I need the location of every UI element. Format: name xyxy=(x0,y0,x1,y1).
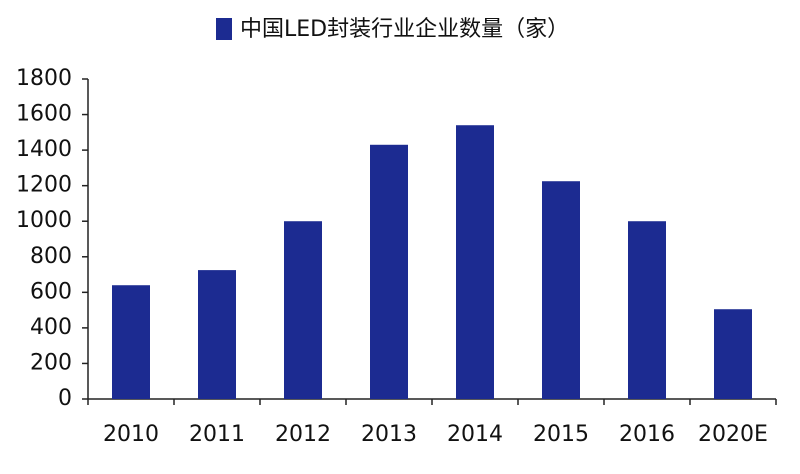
bar xyxy=(542,181,580,399)
x-tick-label: 2016 xyxy=(619,422,675,447)
x-tick-label: 2012 xyxy=(275,422,331,447)
y-tick-label: 1200 xyxy=(16,173,72,198)
y-tick-label: 1400 xyxy=(16,137,72,162)
bar xyxy=(456,125,494,399)
x-tick-label: 2013 xyxy=(361,422,417,447)
x-tick-label: 2015 xyxy=(533,422,589,447)
x-tick-label: 2010 xyxy=(103,422,159,447)
y-tick-label: 200 xyxy=(30,350,72,375)
bar xyxy=(284,221,322,399)
bar xyxy=(112,285,150,399)
x-tick-label: 2014 xyxy=(447,422,503,447)
y-tick-label: 1800 xyxy=(16,66,72,91)
legend-label: 中国LED封装行业企业数量（家） xyxy=(240,17,569,42)
bar xyxy=(198,270,236,399)
y-tick-label: 800 xyxy=(30,244,72,269)
y-tick-label: 0 xyxy=(58,386,72,411)
bar xyxy=(370,144,408,399)
y-tick-label: 1600 xyxy=(16,102,72,127)
x-tick-label: 2020E xyxy=(698,422,768,447)
bar xyxy=(628,221,666,399)
y-tick-label: 600 xyxy=(30,279,72,304)
x-tick-label: 2011 xyxy=(189,422,245,447)
y-tick-label: 400 xyxy=(30,315,72,340)
bar xyxy=(714,309,752,399)
legend-swatch xyxy=(216,18,232,40)
y-tick-label: 1000 xyxy=(16,208,72,233)
